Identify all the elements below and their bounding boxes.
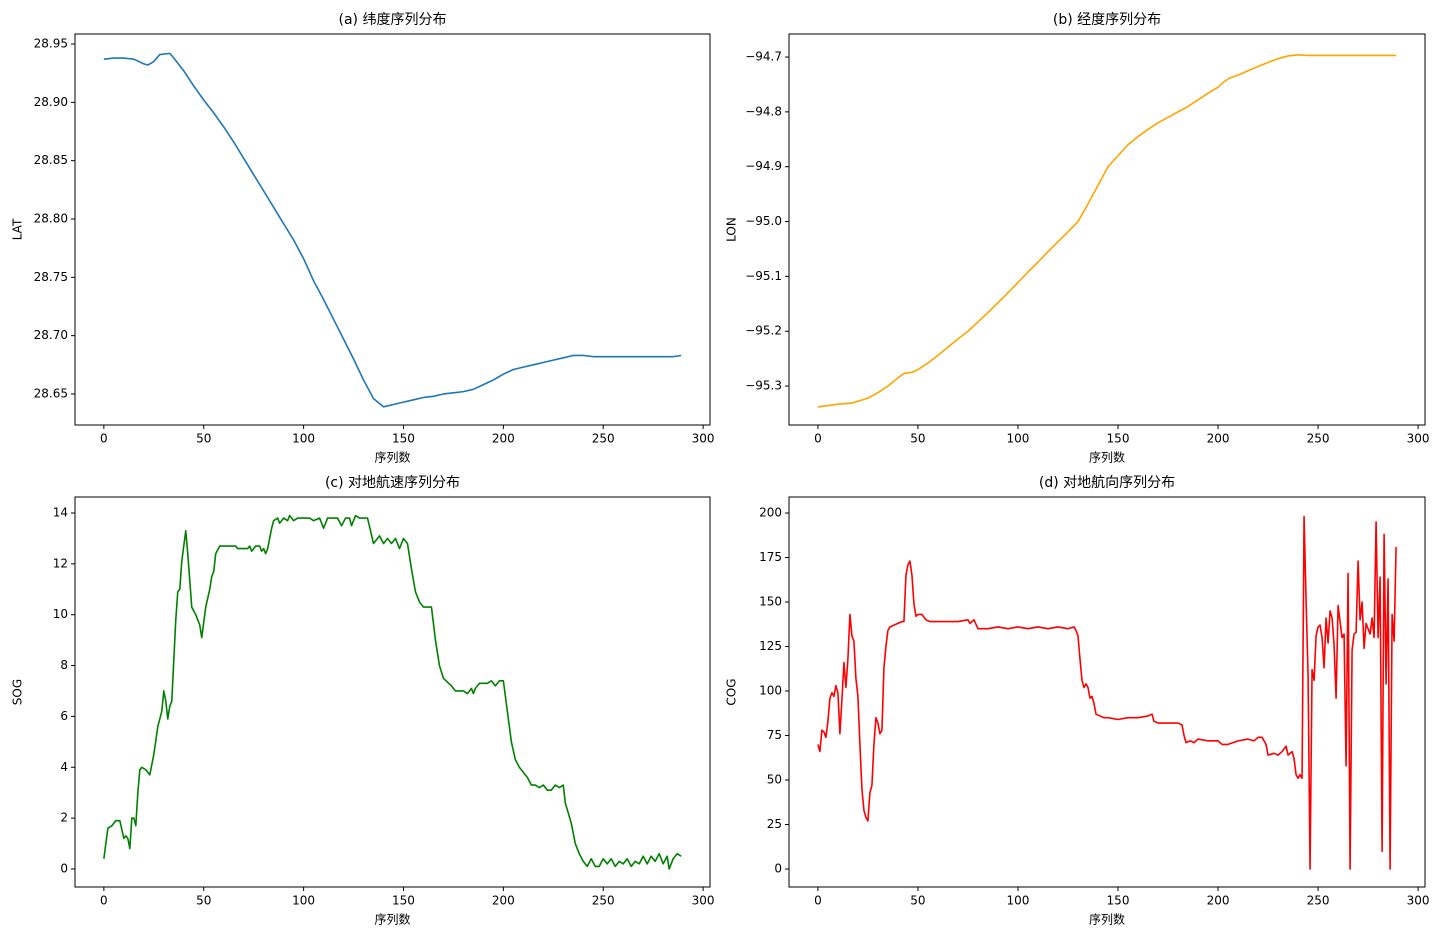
x-tick-label: 300 [692, 894, 715, 908]
x-axis-label: 序列数 [374, 450, 410, 465]
y-tick-label: 28.65 [34, 386, 68, 400]
x-tick-label: 200 [492, 432, 515, 446]
data-line [103, 52, 682, 408]
data-line [817, 54, 1397, 408]
y-tick-label: 12 [53, 556, 68, 570]
x-tick-label: 250 [1307, 894, 1330, 908]
x-tick-label: 0 [100, 432, 108, 446]
chart-title: (d) 对地航向序列分布 [1039, 475, 1175, 491]
y-tick-label: −94.9 [745, 159, 782, 173]
y-tick-label: 0 [60, 861, 68, 875]
x-tick-label: 300 [1407, 432, 1430, 446]
y-tick-label: 14 [53, 506, 68, 520]
y-tick-label: −95.1 [745, 269, 782, 283]
x-tick-label: 150 [392, 432, 415, 446]
axes-frame [788, 496, 1426, 888]
y-tick-label: 2 [60, 811, 68, 825]
axes-frame [788, 33, 1426, 426]
y-tick-label: 28.85 [34, 153, 68, 167]
y-tick-label: 50 [767, 773, 782, 787]
x-tick-label: 50 [196, 432, 211, 446]
y-axis-label: COG [725, 678, 739, 705]
x-axis-label: 序列数 [374, 912, 410, 927]
x-tick-label: 50 [196, 894, 211, 908]
y-tick-label: 4 [60, 760, 68, 774]
x-tick-label: 0 [814, 432, 822, 446]
y-tick-label: 175 [759, 550, 782, 564]
x-tick-label: 300 [1407, 894, 1430, 908]
x-tick-label: 300 [692, 432, 715, 446]
y-tick-label: 75 [767, 728, 782, 742]
x-tick-label: 100 [292, 894, 315, 908]
chart-title: (c) 对地航速序列分布 [325, 475, 460, 491]
y-tick-label: −95.3 [745, 379, 782, 393]
x-tick-label: 0 [100, 894, 108, 908]
data-line [103, 514, 682, 870]
y-tick-label: 10 [53, 607, 68, 621]
y-tick-label: −95.0 [745, 214, 782, 228]
chart-title: (a) 纬度序列分布 [339, 12, 447, 28]
y-axis-label: SOG [11, 679, 25, 705]
y-tick-label: −95.2 [745, 324, 782, 338]
x-tick-label: 200 [492, 894, 515, 908]
y-tick-label: 200 [759, 506, 782, 520]
x-tick-label: 250 [592, 894, 615, 908]
x-tick-label: 250 [592, 432, 615, 446]
y-tick-label: 0 [774, 862, 782, 876]
x-tick-label: 200 [1207, 894, 1230, 908]
x-tick-label: 200 [1207, 432, 1230, 446]
y-tick-label: 25 [767, 817, 782, 831]
y-axis-label: LAT [11, 218, 25, 240]
axes-frame [74, 33, 711, 426]
y-tick-label: 28.80 [34, 212, 68, 226]
data-line [817, 515, 1397, 870]
x-tick-label: 150 [1107, 432, 1130, 446]
y-tick-label: −94.7 [745, 50, 782, 64]
chart-title: (b) 经度序列分布 [1053, 12, 1161, 28]
y-tick-label: 28.90 [34, 95, 68, 109]
y-tick-label: 125 [759, 639, 782, 653]
x-axis-label: 序列数 [1089, 450, 1125, 465]
x-tick-label: 100 [1007, 432, 1030, 446]
y-axis-label: LON [725, 217, 739, 242]
x-axis-label: 序列数 [1089, 912, 1125, 927]
x-tick-label: 150 [392, 894, 415, 908]
x-tick-label: 50 [910, 432, 925, 446]
y-tick-label: 28.95 [34, 37, 68, 51]
x-tick-label: 250 [1307, 432, 1330, 446]
y-tick-label: 8 [60, 658, 68, 672]
y-tick-label: 150 [759, 595, 782, 609]
y-tick-label: 28.75 [34, 270, 68, 284]
x-tick-label: 50 [910, 894, 925, 908]
y-tick-label: 100 [759, 684, 782, 698]
y-tick-label: 28.70 [34, 328, 68, 342]
axes-frame [74, 496, 711, 888]
y-tick-label: 6 [60, 709, 68, 723]
y-tick-label: −94.8 [745, 104, 782, 118]
x-tick-label: 150 [1107, 894, 1130, 908]
x-tick-label: 100 [1007, 894, 1030, 908]
x-tick-label: 0 [814, 894, 822, 908]
x-tick-label: 100 [292, 432, 315, 446]
